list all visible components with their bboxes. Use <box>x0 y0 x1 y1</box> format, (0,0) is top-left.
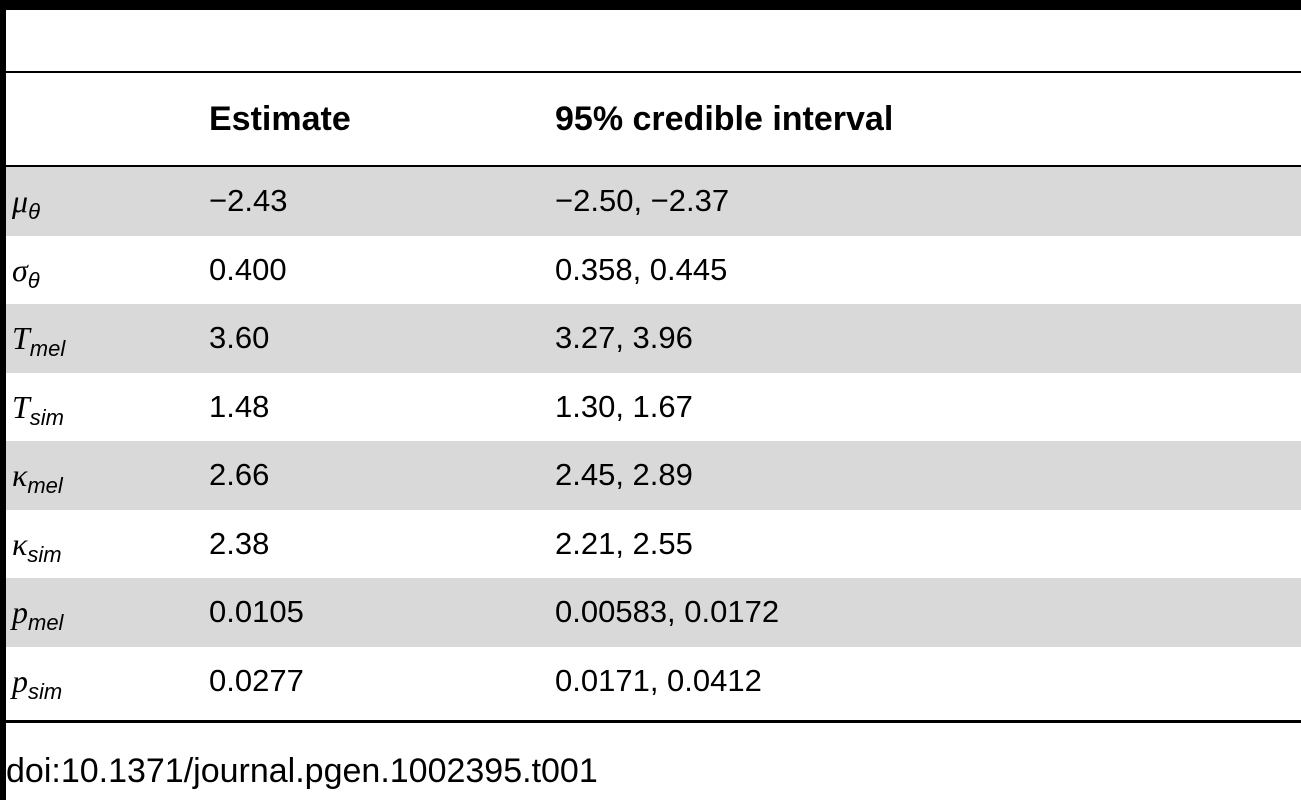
table-row: κsim 2.38 2.21, 2.55 <box>6 510 1301 579</box>
interval-cell: 0.0171, 0.0412 <box>555 662 762 698</box>
table-header-rule <box>6 165 1301 167</box>
parameter-symbol: p <box>12 662 28 699</box>
estimate-cell: 1.48 <box>209 388 270 424</box>
estimate-cell: 2.66 <box>209 457 270 492</box>
header-credible-interval: 95% credible interval <box>555 100 894 138</box>
parameter-symbol: T <box>12 320 30 356</box>
parameter-symbol: p <box>12 594 28 630</box>
parameter-subscript: mel <box>29 336 66 361</box>
parameter-subscript: mel <box>28 610 64 635</box>
parameter-symbol: μ <box>12 183 29 219</box>
parameter-subscript: θ <box>28 199 40 224</box>
interval-cell: −2.50, −2.37 <box>555 183 730 218</box>
parameter-symbol: T <box>12 388 30 425</box>
table-row: pmel 0.0105 0.00583, 0.0172 <box>6 578 1301 647</box>
estimate-cell: 2.38 <box>209 525 270 561</box>
table-row: psim 0.0277 0.0171, 0.0412 <box>6 647 1301 716</box>
table-row: κmel 2.66 2.45, 2.89 <box>6 441 1301 510</box>
parameter-subscript: sim <box>27 541 62 567</box>
estimate-cell: 3.60 <box>209 320 270 355</box>
estimate-cell: −2.43 <box>209 183 288 218</box>
estimate-cell: 0.0105 <box>209 594 304 629</box>
estimate-cell: 0.0277 <box>209 662 304 698</box>
parameter-cell: Tmel <box>12 304 65 373</box>
interval-cell: 0.00583, 0.0172 <box>555 594 780 629</box>
interval-cell: 2.45, 2.89 <box>555 457 693 492</box>
interval-cell: 2.21, 2.55 <box>555 525 693 561</box>
table-row: Tsim 1.48 1.30, 1.67 <box>6 373 1301 442</box>
parameter-subscript: sim <box>28 678 63 704</box>
left-border <box>0 0 6 800</box>
interval-cell: 1.30, 1.67 <box>555 388 693 424</box>
table-top-rule <box>6 71 1301 73</box>
parameter-cell: σθ <box>12 236 40 305</box>
top-border <box>0 0 1301 10</box>
parameter-subscript: mel <box>27 473 63 498</box>
parameter-symbol: κ <box>12 525 28 562</box>
interval-cell: 3.27, 3.96 <box>555 320 693 355</box>
estimate-cell: 0.400 <box>209 251 287 287</box>
parameter-cell: μθ <box>12 167 40 236</box>
interval-cell: 0.358, 0.445 <box>555 251 728 287</box>
table-row: Tmel 3.60 3.27, 3.96 <box>6 304 1301 373</box>
header-estimate: Estimate <box>209 100 351 138</box>
table-body: μθ −2.43 −2.50, −2.37 σθ 0.400 0.358, 0.… <box>6 167 1301 715</box>
doi-caption: doi:10.1371/journal.pgen.1002395.t001 <box>6 752 598 790</box>
parameter-subscript: sim <box>29 404 65 430</box>
parameter-cell: pmel <box>12 578 63 647</box>
table-bottom-rule <box>6 720 1301 723</box>
parameter-symbol: σ <box>12 251 28 288</box>
parameter-cell: κmel <box>12 441 63 510</box>
parameter-symbol: κ <box>12 457 28 493</box>
parameter-cell: psim <box>12 647 62 716</box>
parameter-cell: Tsim <box>12 373 64 442</box>
parameter-cell: κsim <box>12 510 62 579</box>
table-row: μθ −2.43 −2.50, −2.37 <box>6 167 1301 236</box>
parameter-subscript: θ <box>27 267 40 293</box>
table-row: σθ 0.400 0.358, 0.445 <box>6 236 1301 305</box>
